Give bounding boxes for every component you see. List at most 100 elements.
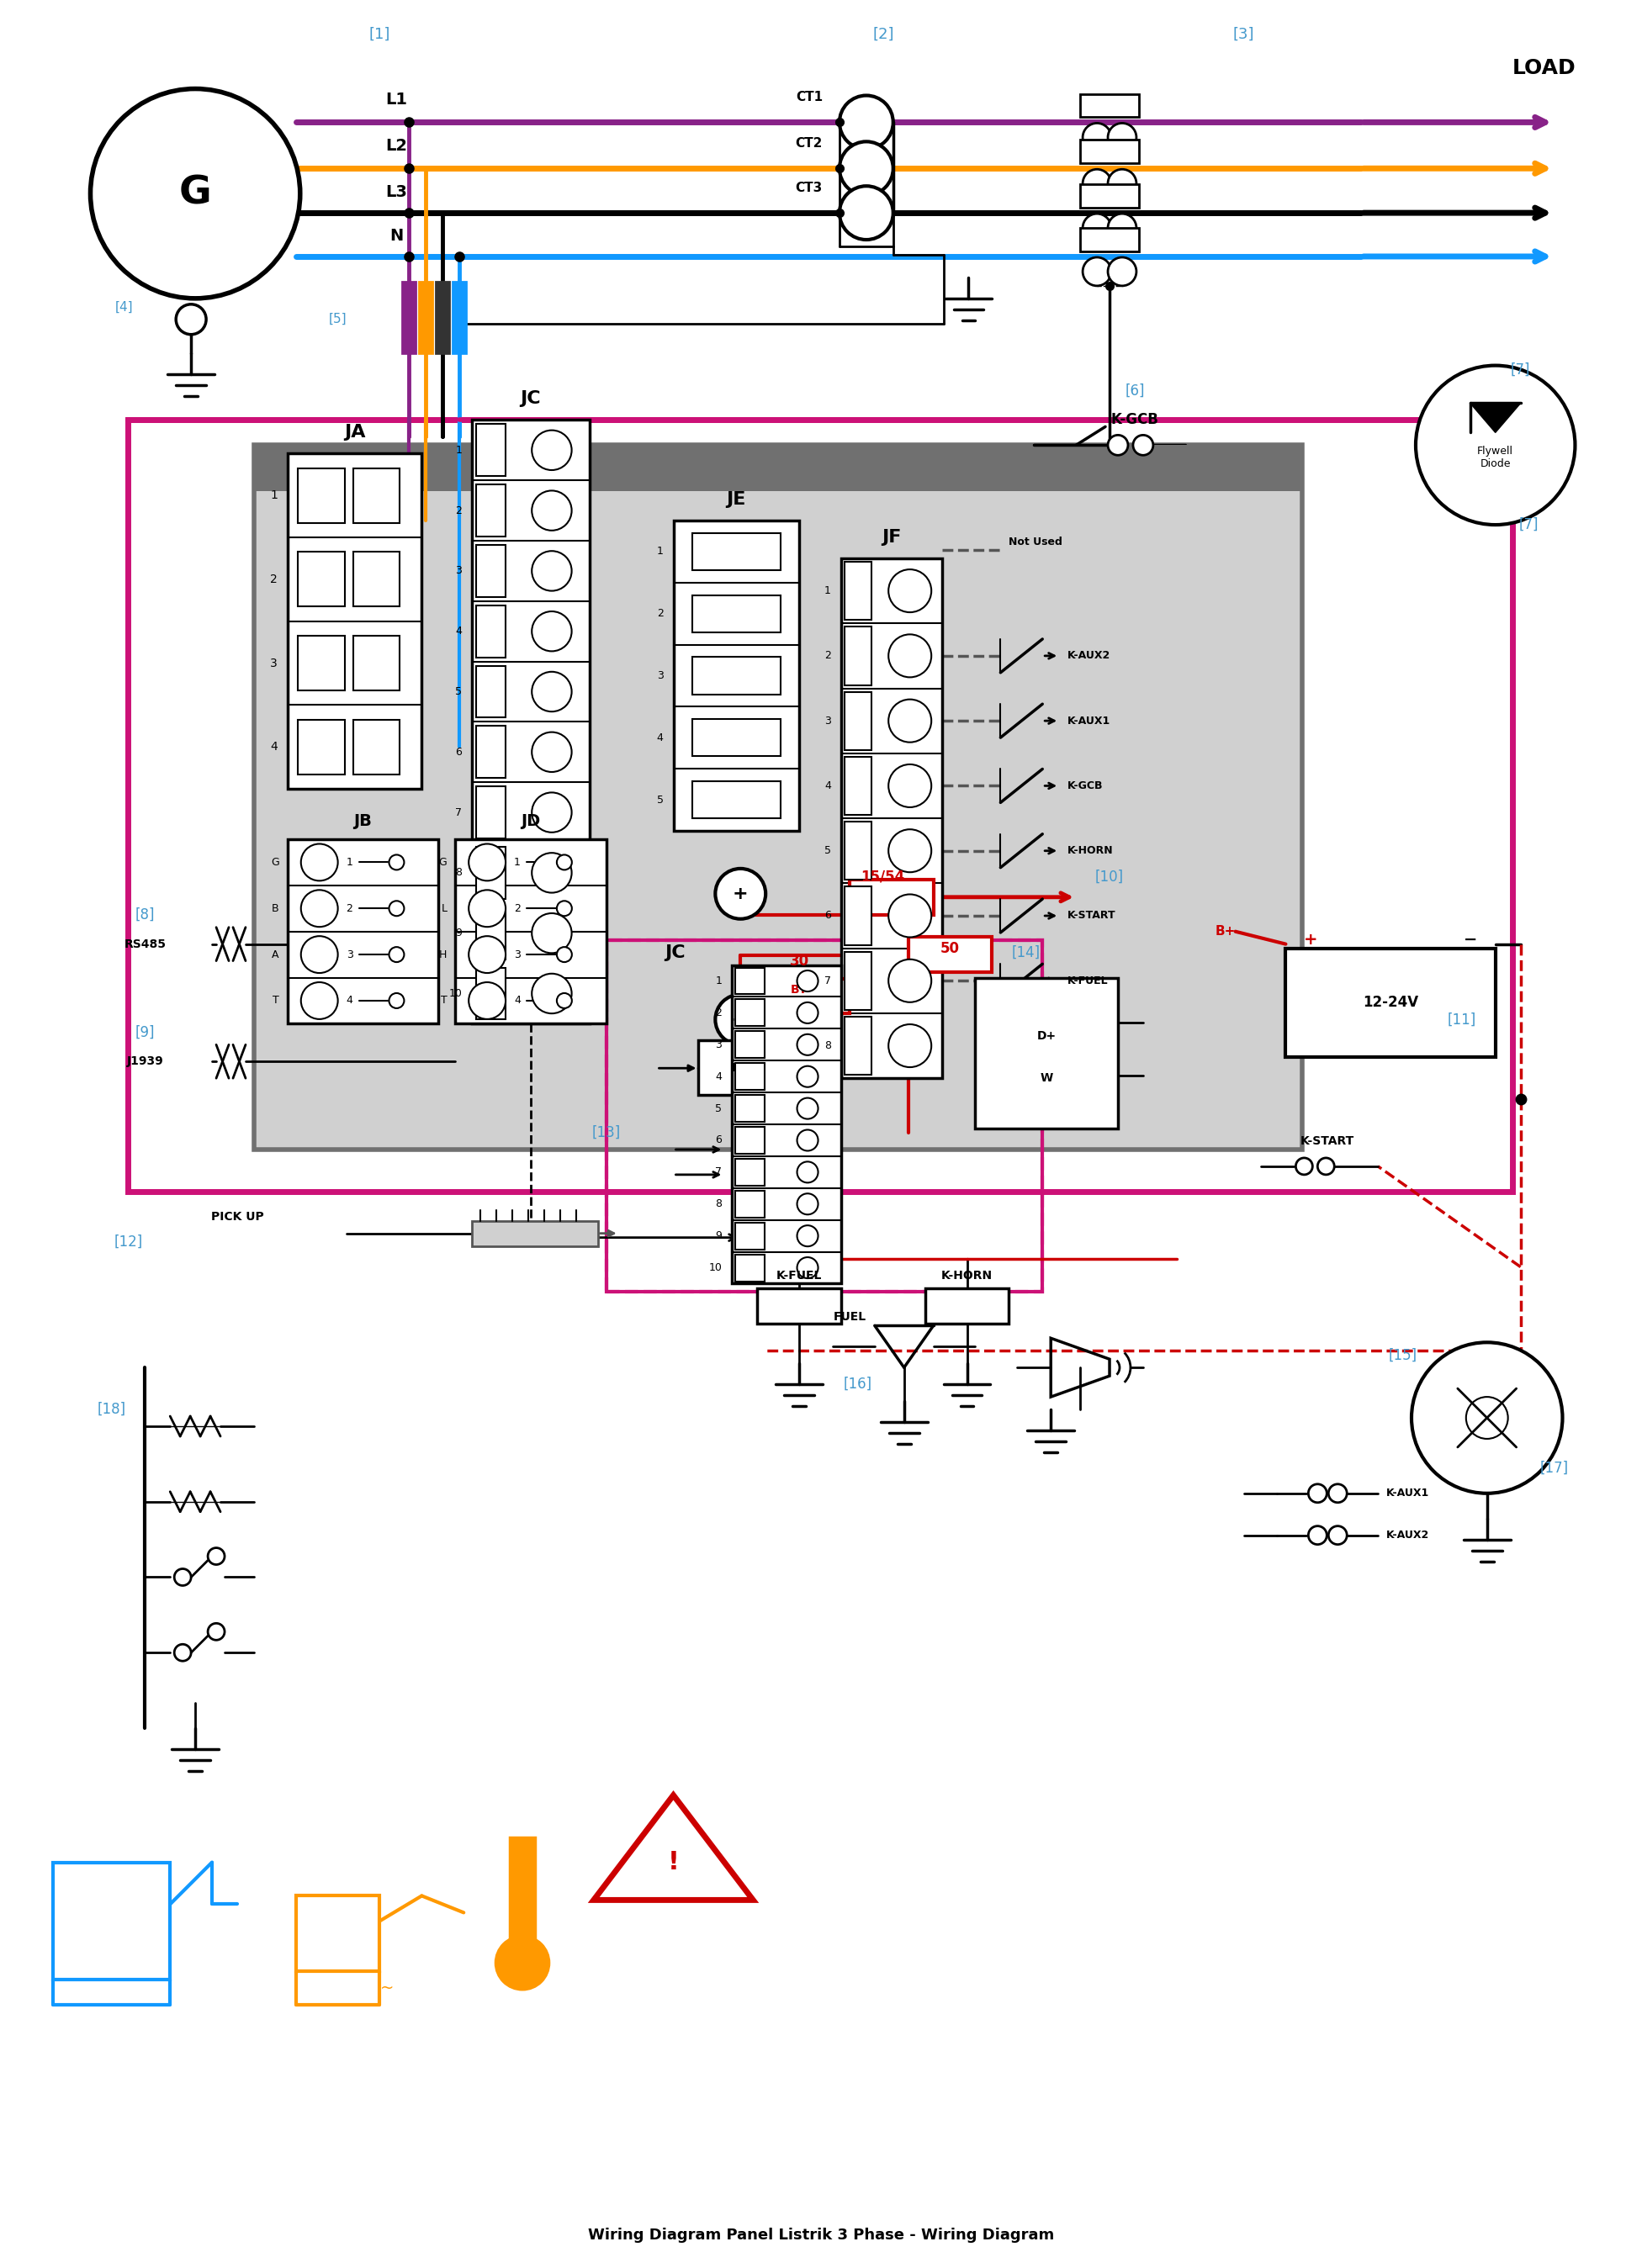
Text: K-FUEL: K-FUEL (1067, 975, 1108, 987)
Bar (297, 719, 345, 773)
Bar (736, 1127, 765, 1154)
Text: 5: 5 (824, 846, 831, 857)
Text: 2: 2 (514, 903, 521, 914)
Text: [12]: [12] (113, 1234, 143, 1250)
Bar (693, 780, 780, 819)
Text: L: L (442, 903, 447, 914)
Circle shape (888, 764, 931, 807)
Text: 1: 1 (269, 490, 277, 501)
Circle shape (300, 844, 338, 880)
Text: 5: 5 (716, 1102, 722, 1114)
Bar (255, 445, 1302, 1150)
Text: 3: 3 (269, 658, 277, 669)
Circle shape (796, 1161, 818, 1182)
Circle shape (176, 304, 207, 333)
Bar (297, 551, 345, 606)
Bar (353, 551, 401, 606)
Text: 30: 30 (790, 953, 810, 968)
Circle shape (532, 733, 571, 771)
Text: [7]: [7] (1519, 517, 1539, 533)
Circle shape (1309, 1526, 1327, 1545)
Text: K-START: K-START (1067, 909, 1117, 921)
Text: K-GCB: K-GCB (1110, 413, 1159, 429)
Circle shape (389, 855, 404, 871)
Text: 4: 4 (269, 742, 277, 753)
Circle shape (1317, 1159, 1335, 1175)
Bar (476, 968, 506, 1021)
Circle shape (888, 959, 931, 1002)
Text: K-HORN: K-HORN (1067, 846, 1113, 857)
Bar (297, 467, 345, 522)
Bar (471, 1220, 598, 1245)
Text: +: + (732, 885, 749, 903)
Text: RS485: RS485 (123, 939, 166, 950)
Circle shape (796, 1098, 818, 1118)
Text: 3: 3 (514, 948, 521, 959)
Text: LOAD: LOAD (1512, 57, 1576, 77)
Bar (693, 719, 780, 758)
Bar (908, 937, 992, 971)
Text: [15]: [15] (1389, 1347, 1417, 1363)
Bar (844, 821, 872, 880)
Text: G: G (271, 857, 279, 869)
Circle shape (90, 88, 300, 299)
Text: B: B (273, 903, 279, 914)
Text: L3: L3 (386, 184, 407, 200)
Circle shape (1108, 256, 1136, 286)
Bar (736, 1191, 765, 1218)
Bar (975, 978, 1118, 1129)
Circle shape (796, 1193, 818, 1216)
Circle shape (532, 914, 571, 953)
Text: 10: 10 (448, 989, 461, 998)
Bar (765, 978, 849, 1014)
Bar (698, 1041, 783, 1095)
Bar (844, 626, 872, 685)
Bar (673, 522, 800, 830)
Text: [9]: [9] (135, 1025, 154, 1039)
Text: ~: ~ (379, 1980, 394, 1996)
Text: 4: 4 (346, 996, 353, 1007)
Circle shape (300, 937, 338, 973)
Bar (693, 533, 780, 569)
Bar (1286, 948, 1496, 1057)
Text: J1939: J1939 (126, 1055, 163, 1068)
Circle shape (300, 982, 338, 1018)
Bar (353, 635, 401, 689)
Circle shape (532, 792, 571, 832)
Circle shape (888, 894, 931, 937)
Text: G: G (438, 857, 447, 869)
Text: 3: 3 (455, 565, 461, 576)
Circle shape (468, 982, 506, 1018)
Text: 5: 5 (455, 687, 461, 696)
Circle shape (1082, 213, 1112, 243)
Text: JC: JC (521, 390, 542, 408)
Circle shape (496, 1937, 548, 1989)
Bar (606, 939, 1043, 1293)
Bar (736, 1222, 765, 1250)
Bar (476, 846, 506, 898)
Text: 2: 2 (824, 651, 831, 662)
Circle shape (796, 1225, 818, 1247)
Text: T: T (440, 996, 447, 1007)
Text: N: N (389, 227, 404, 243)
Text: JC: JC (665, 943, 686, 962)
Text: [3]: [3] (1233, 27, 1254, 41)
Text: JF: JF (882, 528, 901, 547)
Circle shape (888, 830, 931, 873)
Bar (1080, 229, 1140, 252)
Text: +: + (1304, 932, 1319, 948)
Circle shape (557, 948, 571, 962)
Bar (471, 420, 589, 1023)
Text: B+: B+ (1215, 925, 1235, 937)
Bar (402, 281, 415, 354)
Text: [5]: [5] (328, 313, 346, 327)
Text: K-AUX1: K-AUX1 (1386, 1488, 1430, 1499)
Bar (1080, 184, 1140, 209)
Text: [13]: [13] (591, 1125, 621, 1141)
Text: 8: 8 (716, 1198, 722, 1209)
Bar (437, 281, 450, 354)
Circle shape (532, 551, 571, 592)
Circle shape (796, 971, 818, 991)
Circle shape (557, 855, 571, 871)
Circle shape (796, 1129, 818, 1150)
